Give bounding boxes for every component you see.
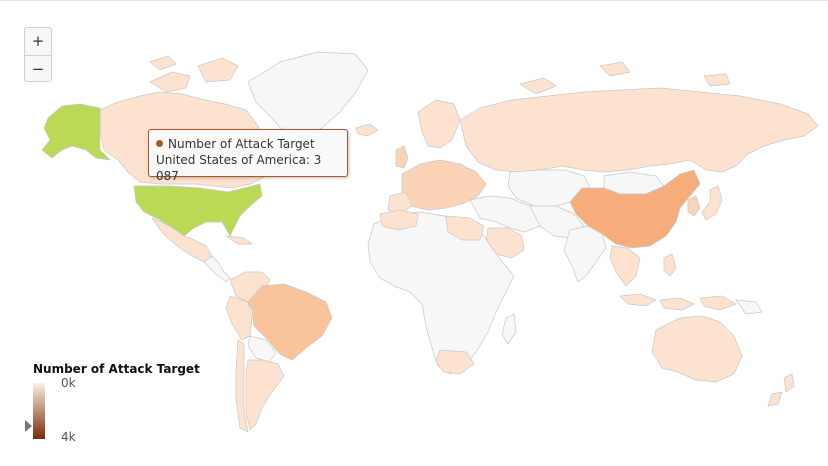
- country-iceland[interactable]: [355, 123, 379, 137]
- country-scandinavia[interactable]: [417, 99, 461, 149]
- series-dot-icon: [156, 140, 163, 147]
- country-uk[interactable]: [395, 145, 409, 169]
- country-japan[interactable]: [701, 185, 723, 221]
- country-india[interactable]: [563, 225, 607, 283]
- tooltip-series-name: Number of Attack Target: [168, 137, 315, 151]
- country-madagascar[interactable]: [501, 313, 517, 345]
- country-australia[interactable]: [651, 315, 743, 383]
- legend-color-bar: [33, 383, 45, 439]
- country-new-zealand[interactable]: [767, 373, 795, 407]
- country-usa[interactable]: [133, 183, 263, 237]
- country-argentina[interactable]: [245, 359, 285, 431]
- country-peru[interactable]: [225, 295, 253, 341]
- country-south-africa[interactable]: [435, 349, 475, 375]
- legend-min-label: 0k: [61, 376, 76, 390]
- legend-max-label: 4k: [61, 430, 76, 444]
- country-korea[interactable]: [687, 195, 701, 217]
- country-russia[interactable]: [459, 87, 819, 173]
- country-cuba[interactable]: [225, 235, 253, 245]
- country-central-america[interactable]: [203, 255, 231, 283]
- tooltip-series-row: Number of Attack Target: [156, 136, 340, 152]
- country-southeast-asia[interactable]: [609, 245, 641, 287]
- country-brazil[interactable]: [247, 283, 333, 361]
- legend-marker-icon: [25, 420, 32, 433]
- zoom-in-button[interactable]: +: [31, 32, 45, 50]
- zoom-out-button[interactable]: −: [25, 55, 51, 83]
- tooltip-value-line: United States of America: 3 087: [156, 153, 322, 183]
- country-philippines[interactable]: [663, 253, 677, 277]
- country-greenland[interactable]: [247, 51, 369, 138]
- map-tooltip: Number of Attack Target United States of…: [148, 129, 348, 183]
- country-canada-islands[interactable]: [149, 55, 239, 93]
- zoom-controls: + −: [24, 27, 52, 82]
- country-indonesia[interactable]: [619, 293, 737, 311]
- top-divider: [0, 0, 828, 1]
- country-papua-new-guinea[interactable]: [735, 299, 763, 315]
- country-alaska[interactable]: [41, 103, 111, 161]
- country-egypt[interactable]: [445, 215, 485, 241]
- country-russia-islands[interactable]: [519, 61, 731, 95]
- country-morocco[interactable]: [379, 209, 419, 231]
- country-chile[interactable]: [235, 339, 249, 433]
- legend-title: Number of Attack Target: [33, 362, 200, 376]
- country-iberia[interactable]: [387, 191, 413, 215]
